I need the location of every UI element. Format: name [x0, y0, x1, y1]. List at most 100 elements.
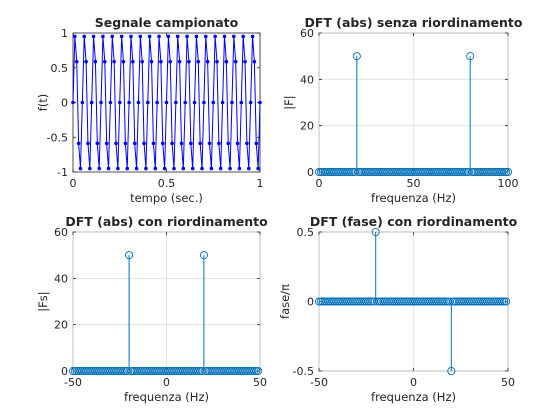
- y-tick-label: 0: [61, 365, 68, 378]
- y-tick-label: 0.5: [297, 226, 315, 239]
- signal-point: [104, 141, 109, 146]
- signal-point: [205, 59, 210, 64]
- stem-marker: [498, 297, 507, 306]
- signal-point: [190, 166, 195, 171]
- subplot-title: DFT (fase) con riordinamento: [310, 214, 518, 229]
- signal-point: [127, 100, 131, 105]
- stem-marker: [458, 167, 467, 177]
- signal-point: [217, 141, 221, 146]
- y-tick-label: 40: [54, 272, 68, 285]
- x-tick-label: -50: [64, 376, 82, 389]
- signal-point: [248, 100, 253, 105]
- signal-point: [125, 166, 130, 171]
- signal-point: [189, 141, 193, 146]
- signal-point: [172, 166, 176, 171]
- subplot-title: DFT (abs) con riordinamento: [65, 214, 268, 229]
- signal-point: [179, 141, 184, 146]
- y-tick-label: 0.5: [51, 62, 69, 75]
- signal-point: [134, 166, 139, 171]
- signal-point: [157, 34, 161, 39]
- signal-point: [97, 166, 101, 171]
- stem-marker: [371, 227, 380, 237]
- signal-point: [119, 34, 124, 39]
- signal-point: [151, 141, 156, 146]
- signal-point: [181, 166, 186, 171]
- signal-point: [159, 59, 163, 64]
- signal-point: [131, 59, 135, 64]
- signal-point: [254, 141, 259, 146]
- signal-point: [200, 166, 204, 171]
- signal-point: [121, 59, 126, 64]
- signal-point: [110, 34, 115, 39]
- signal-point: [138, 34, 143, 39]
- signal-point: [99, 100, 103, 105]
- signal-point: [203, 34, 208, 39]
- signal-point: [74, 59, 79, 64]
- signal-point: [256, 166, 260, 171]
- signal-point: [175, 34, 180, 39]
- signal-point: [194, 34, 199, 39]
- signal-point: [116, 166, 120, 171]
- signal-point: [164, 100, 169, 105]
- signal-point: [252, 59, 257, 64]
- signal-point: [220, 100, 225, 105]
- stem-marker: [439, 297, 448, 306]
- signal-point: [174, 100, 178, 105]
- signal-point: [246, 166, 251, 171]
- x-tick-label: 100: [498, 177, 519, 190]
- stem-marker: [496, 297, 505, 306]
- x-tick-label: 0: [316, 177, 323, 190]
- signal-point: [170, 141, 174, 146]
- signal-point: [218, 166, 223, 171]
- signal-point: [91, 34, 96, 39]
- signal-point: [245, 141, 249, 146]
- signal-point: [80, 100, 85, 105]
- signal-point: [192, 100, 197, 105]
- y-axis-label: |Fs|: [36, 291, 50, 311]
- x-tick-label: -50: [310, 376, 328, 389]
- x-tick-label: 50: [501, 376, 515, 389]
- stem-marker: [447, 366, 456, 376]
- signal-point: [136, 100, 141, 105]
- stem-marker: [192, 366, 201, 376]
- signal-point: [84, 59, 88, 64]
- x-axis-label: frequenza (Hz): [124, 390, 209, 404]
- signal-point: [76, 141, 81, 146]
- signal-point: [86, 141, 90, 146]
- stem-marker: [117, 366, 126, 376]
- subplot-title: DFT (abs) senza riordinamento: [304, 15, 522, 30]
- signal-point: [166, 34, 171, 39]
- signal-point: [230, 100, 234, 105]
- stem-marker: [250, 366, 259, 376]
- signal-point: [239, 100, 244, 105]
- y-tick-label: 20: [300, 120, 314, 133]
- signal-point: [108, 100, 113, 105]
- signal-point: [258, 100, 262, 105]
- signal-point: [140, 59, 144, 64]
- subplot-ax1: 0 0.5 1 -1 -0.5 0 0.5 1 Segnale campionato tempo …: [36, 15, 264, 205]
- y-tick-label: 1: [61, 27, 68, 40]
- stem-marker: [252, 366, 261, 376]
- signal-point: [196, 59, 201, 64]
- stem-marker: [254, 366, 263, 376]
- signal-point: [93, 59, 98, 64]
- signal-point: [117, 100, 122, 105]
- signal-point: [102, 59, 107, 64]
- signal-point: [123, 141, 128, 146]
- y-tick-label: 20: [54, 319, 68, 332]
- signal-point: [112, 59, 116, 64]
- signal-point: [101, 34, 105, 39]
- stem-marker: [502, 297, 511, 306]
- signal-point: [82, 34, 87, 39]
- signal-point: [95, 141, 100, 146]
- y-tick-label: -1: [57, 166, 68, 179]
- signal-point: [132, 141, 137, 146]
- x-tick-label: 50: [407, 177, 421, 190]
- stem-marker: [352, 52, 361, 61]
- signal-point: [241, 34, 245, 39]
- signal-point: [187, 59, 191, 64]
- signal-point: [211, 100, 216, 105]
